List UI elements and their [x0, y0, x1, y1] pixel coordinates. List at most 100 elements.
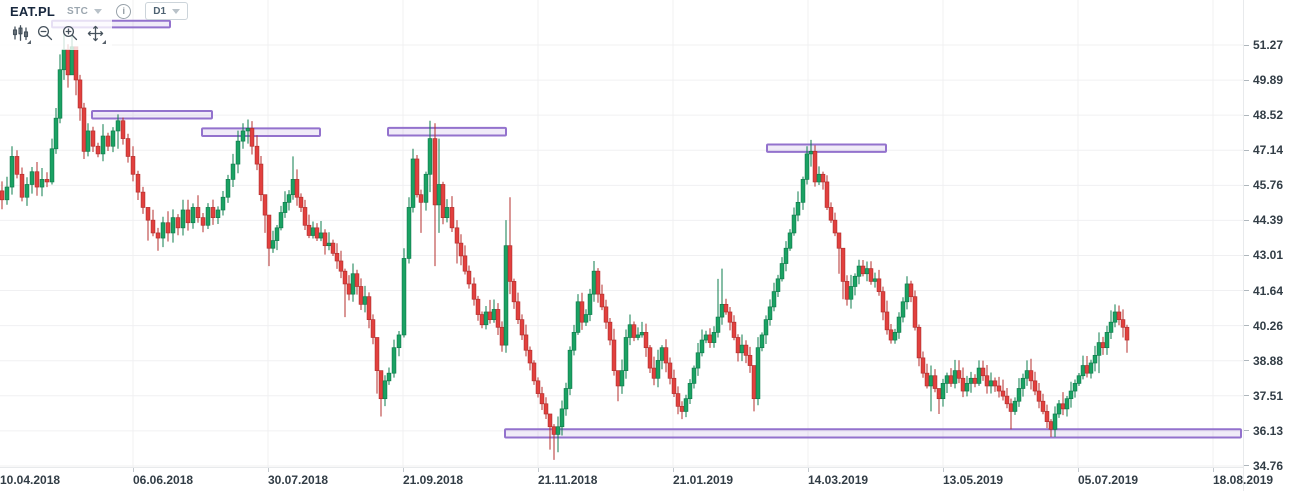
- zone-rectangle[interactable]: [504, 428, 1242, 439]
- candle-body: [249, 128, 255, 147]
- candle-body: [840, 247, 846, 282]
- timeframe-dropdown[interactable]: D1: [145, 2, 189, 20]
- candle-body: [615, 370, 621, 387]
- candle-body: [559, 408, 565, 428]
- candle-body: [294, 179, 300, 198]
- chart-type-button[interactable]: [12, 25, 31, 44]
- date-tick-mark: [808, 468, 809, 472]
- candle-body: [14, 156, 20, 175]
- candle-body: [567, 349, 573, 389]
- price-tick-label: 44.39: [1253, 213, 1284, 228]
- price-tick-label: 43.01: [1253, 248, 1284, 263]
- candle-body: [747, 354, 753, 366]
- candle-body: [479, 314, 485, 326]
- candle-body: [110, 130, 116, 147]
- zone-rectangle[interactable]: [91, 110, 213, 120]
- candle-body: [980, 367, 986, 377]
- price-tick-mark: [1244, 79, 1249, 81]
- candle-body: [643, 332, 649, 349]
- candle-body: [270, 240, 276, 249]
- candle-body: [274, 227, 280, 241]
- candle-body: [466, 270, 472, 285]
- candle-body: [707, 334, 713, 343]
- candle-body: [715, 316, 721, 333]
- candle-body: [539, 393, 545, 405]
- candle-body: [65, 48, 71, 76]
- candle-body: [816, 173, 822, 183]
- candlestick-chart[interactable]: [0, 0, 1243, 467]
- candle-body: [418, 194, 424, 203]
- date-tick-mark: [673, 468, 674, 472]
- candle-body: [266, 214, 272, 249]
- zone-rectangle[interactable]: [766, 143, 887, 153]
- candle-body: [515, 301, 521, 320]
- candle-body: [432, 138, 438, 206]
- zoom-in-button[interactable]: [62, 25, 79, 44]
- candle-body: [763, 319, 769, 336]
- candle-body: [1000, 390, 1006, 397]
- candle-body: [739, 344, 745, 354]
- date-tick-label: 14.03.2019: [808, 473, 869, 487]
- candle-body: [603, 306, 609, 323]
- candle-body: [346, 283, 352, 295]
- candle-body: [235, 140, 241, 165]
- magnifier-minus-icon: [37, 25, 53, 41]
- info-button[interactable]: i: [116, 3, 132, 19]
- candle-body: [471, 283, 477, 300]
- candle-body: [1040, 400, 1046, 412]
- candle-body: [952, 370, 958, 384]
- candle-body: [735, 337, 741, 354]
- candle-body: [675, 393, 681, 407]
- candle-body: [1124, 326, 1130, 341]
- pan-button[interactable]: [87, 25, 106, 44]
- zone-rectangle[interactable]: [387, 126, 507, 137]
- candle-body: [155, 232, 161, 239]
- zoom-out-button[interactable]: [37, 25, 54, 44]
- candle-body: [699, 339, 705, 354]
- candle-body: [366, 296, 372, 320]
- market-segment-dropdown[interactable]: STC: [67, 5, 103, 17]
- candle-body: [215, 209, 221, 218]
- candle-body: [378, 370, 384, 400]
- candle-body: [444, 207, 450, 218]
- candle-body: [872, 278, 878, 282]
- date-tick-label: 21.11.2018: [538, 473, 598, 487]
- candle-body: [920, 357, 926, 374]
- candle-body: [944, 375, 950, 384]
- date-tick-mark: [133, 468, 134, 472]
- candle-body: [1092, 354, 1098, 364]
- price-tick-mark: [1244, 44, 1249, 46]
- candle-body: [711, 332, 717, 343]
- candle-body: [458, 242, 464, 257]
- candle-body: [185, 209, 191, 224]
- price-chart-canvas[interactable]: [0, 0, 1243, 467]
- candle-body: [414, 158, 420, 196]
- candle-body: [302, 207, 308, 226]
- price-tick-mark: [1244, 465, 1249, 467]
- date-tick-mark: [538, 468, 539, 472]
- price-tick-mark: [1244, 395, 1249, 397]
- candle-body: [868, 268, 874, 282]
- candle-body: [1064, 398, 1070, 410]
- candle-body: [683, 398, 689, 412]
- candle-body: [755, 347, 761, 400]
- candle-body: [449, 207, 455, 229]
- candle-body: [876, 278, 882, 292]
- candle-body: [1112, 311, 1118, 323]
- zone-rectangle[interactable]: [201, 127, 321, 138]
- price-axis[interactable]: 51.27 49.89 48.52 47.14 45.76 44.39 43.01 41.64…: [1243, 0, 1300, 491]
- candle-body: [483, 311, 489, 326]
- candle-body: [651, 367, 657, 379]
- candle-body: [936, 388, 942, 400]
- candle-body: [960, 377, 966, 392]
- candle-body: [370, 319, 376, 338]
- date-axis[interactable]: 10.04.2018 06.06.2018 30.07.2018 21.09.2018…: [0, 467, 1273, 491]
- candle-body: [543, 403, 549, 415]
- candle-body: [53, 117, 59, 150]
- candlestick-icon: [12, 25, 29, 41]
- price-tick-mark: [1244, 290, 1249, 292]
- market-label: STC: [67, 5, 89, 17]
- candle-body: [844, 281, 850, 300]
- candle-body: [190, 207, 196, 224]
- price-tick-label: 49.89: [1253, 73, 1284, 88]
